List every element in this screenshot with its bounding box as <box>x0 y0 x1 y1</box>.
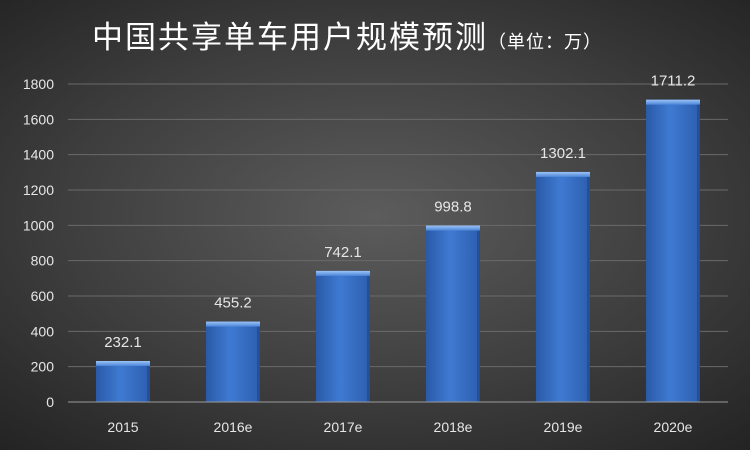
y-tick-label: 1200 <box>23 182 54 198</box>
bar-edge-shade <box>367 275 370 402</box>
chart-title-main: 中国共享单车用户规模预测 <box>92 20 488 56</box>
x-axis-ticks: 2015 2016e 2017e 2018e 2019e 2020e <box>107 419 692 435</box>
data-label: 455.2 <box>214 295 252 312</box>
x-tick-label: 2019e <box>544 419 583 435</box>
x-tick-label: 2016e <box>214 419 253 435</box>
x-tick-label: 2015 <box>107 419 138 435</box>
y-tick-label: 800 <box>31 253 55 269</box>
y-tick-label: 0 <box>46 394 54 410</box>
chart-subtitle: （单位：万） <box>488 32 602 53</box>
y-tick-label: 200 <box>31 359 55 375</box>
bar-top-highlight <box>536 171 590 177</box>
bar <box>206 321 260 402</box>
data-label: 998.8 <box>434 199 472 216</box>
x-tick-label: 2018e <box>434 419 473 435</box>
bar-edge-shade <box>697 104 700 403</box>
bar <box>96 360 150 402</box>
y-tick-label: 1400 <box>23 147 54 163</box>
chart-title: 中国共享单车用户规模预测（单位：万） <box>92 20 602 61</box>
y-tick-label: 1600 <box>23 111 54 127</box>
bar-edge-shade <box>257 326 260 402</box>
bar-top-highlight <box>206 321 260 327</box>
bar-top-highlight <box>426 225 480 231</box>
y-tick-label: 400 <box>31 323 55 339</box>
y-tick-label: 1000 <box>23 217 54 233</box>
bar <box>646 99 700 403</box>
gridlines <box>68 83 728 368</box>
data-label: 1711.2 <box>651 73 696 90</box>
x-tick-label: 2020e <box>654 419 693 435</box>
bar <box>426 225 480 402</box>
data-label: 1302.1 <box>540 145 586 162</box>
bar-top-highlight <box>646 99 700 105</box>
bar-edge-shade <box>477 230 480 402</box>
bars <box>96 99 700 403</box>
bar-top-highlight <box>316 270 370 276</box>
bar <box>316 270 370 402</box>
bar-edge-shade <box>147 365 150 402</box>
bar-top-highlight <box>96 360 150 366</box>
data-labels: 232.1 455.2 742.1 998.8 1302.1 1711.2 <box>104 73 695 351</box>
y-tick-label: 1800 <box>23 76 54 92</box>
bar <box>536 171 590 402</box>
x-tick-label: 2017e <box>324 419 363 435</box>
data-label: 232.1 <box>104 334 142 351</box>
y-axis-ticks: 0 200 400 600 800 1000 1200 1400 1600 1800 <box>23 76 54 410</box>
bar-edge-shade <box>587 176 590 402</box>
data-label: 742.1 <box>324 244 362 261</box>
y-tick-label: 600 <box>31 288 55 304</box>
